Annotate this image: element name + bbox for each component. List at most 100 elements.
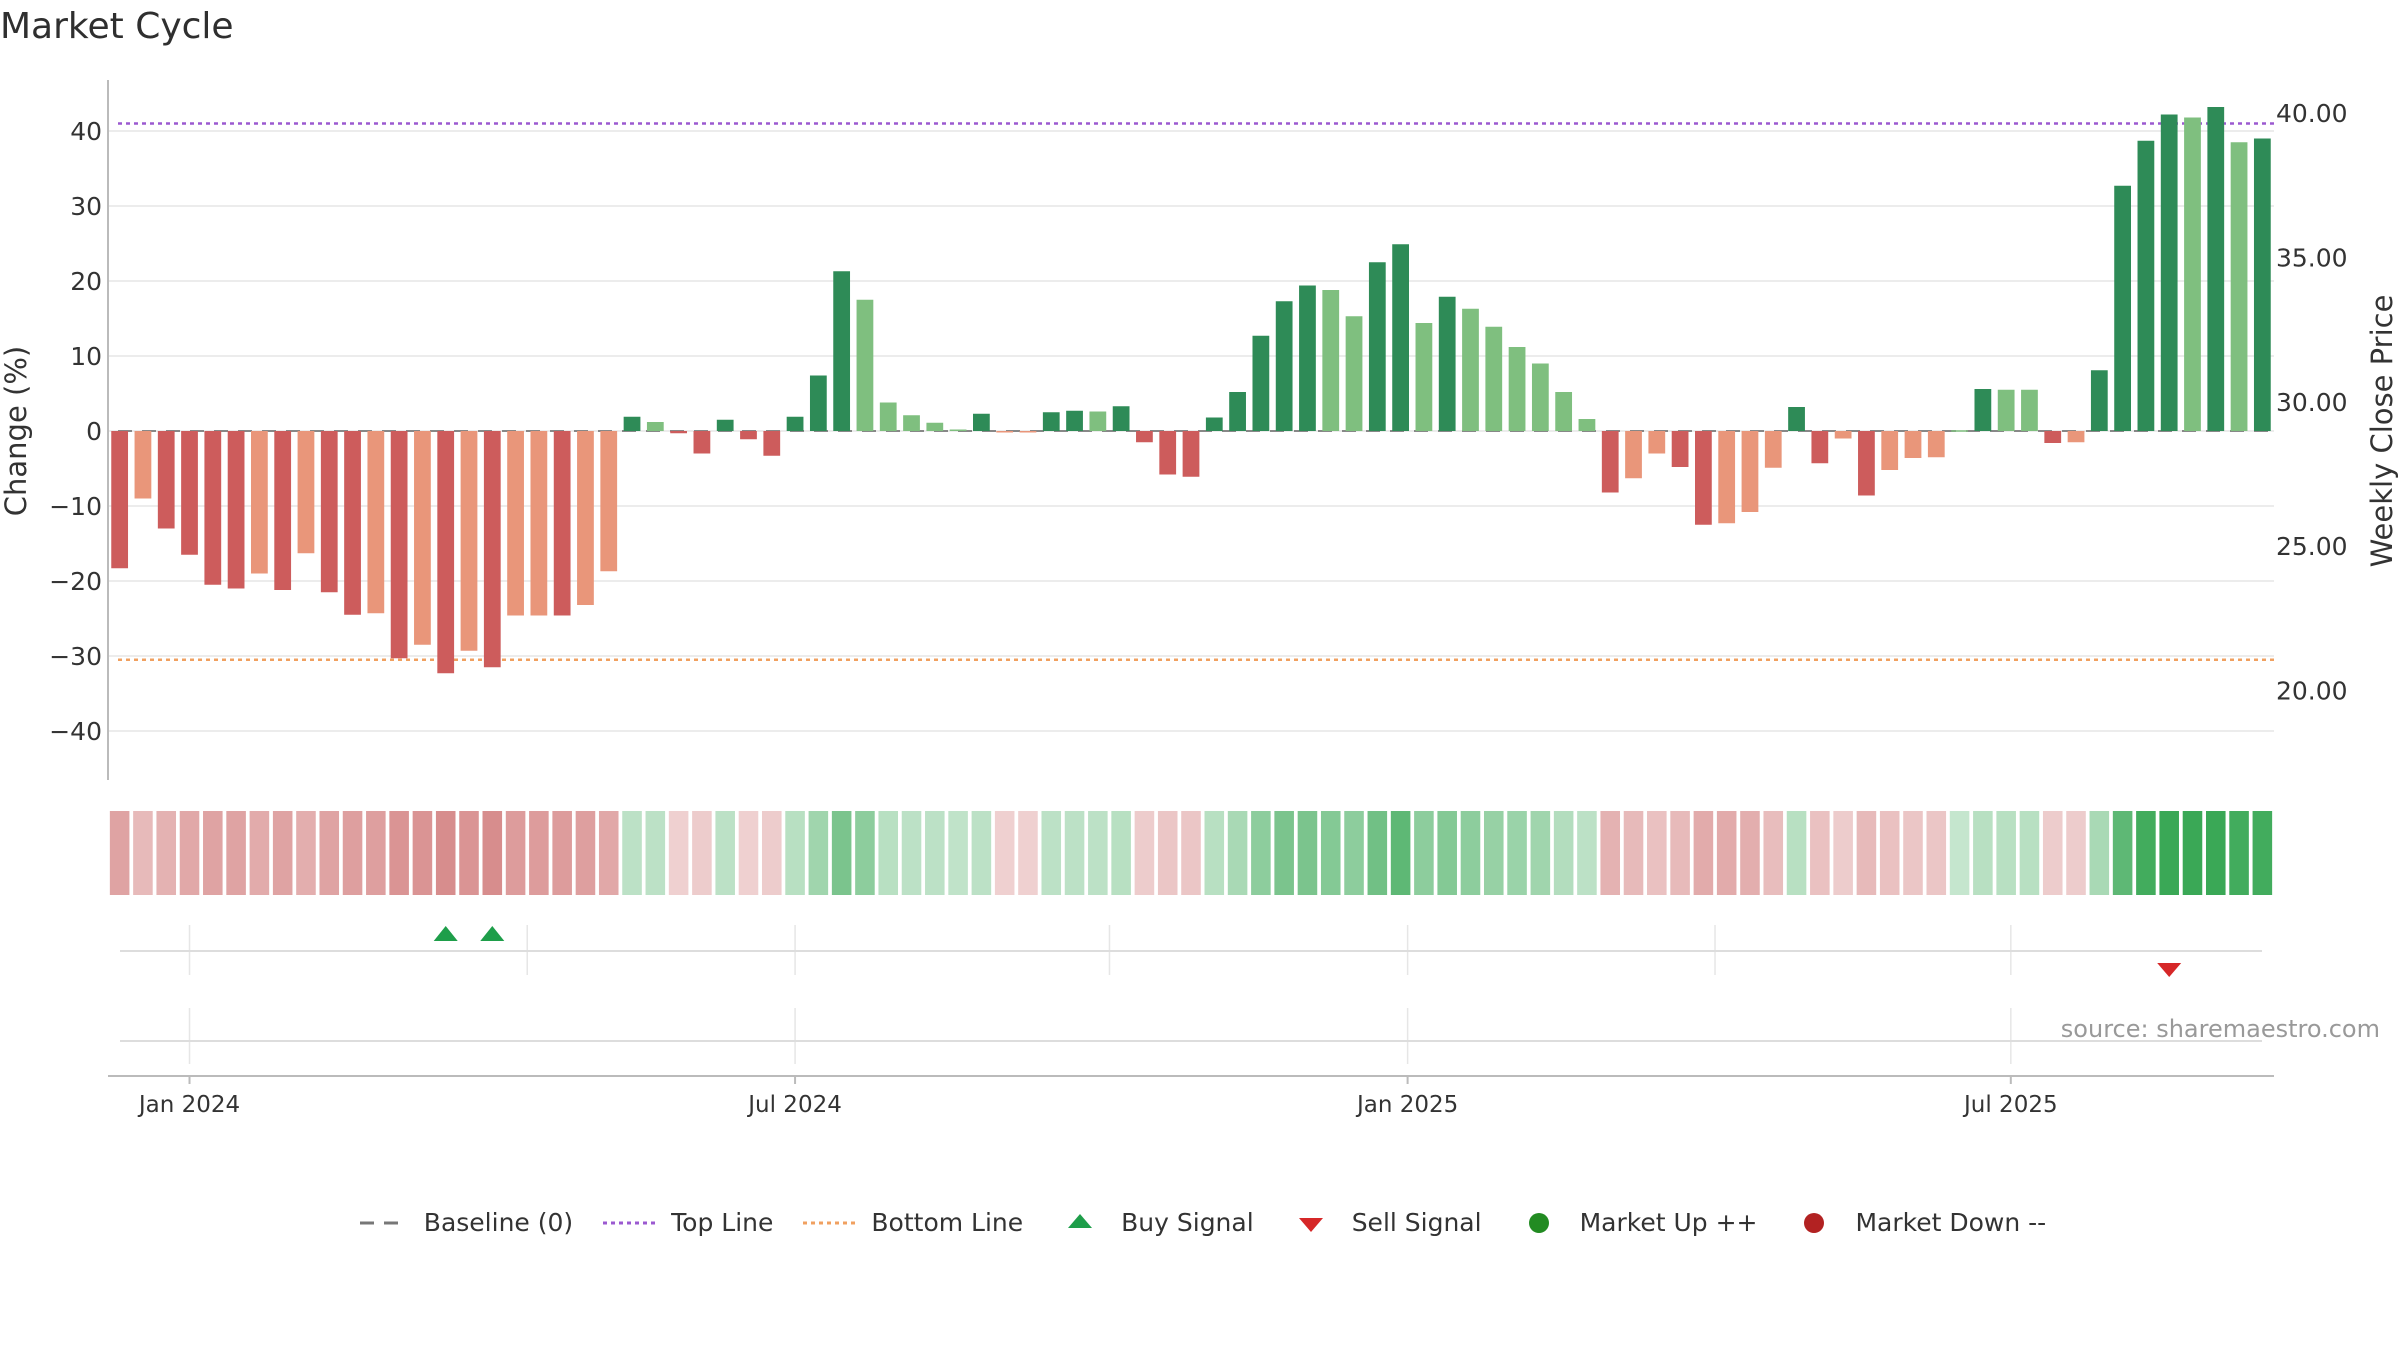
- heat-cell: [2066, 811, 2086, 895]
- heat-cell: [1740, 811, 1760, 895]
- heat-cell: [1833, 811, 1853, 895]
- bar: [1322, 290, 1340, 431]
- bar: [1974, 389, 1992, 431]
- heat-cell: [1926, 811, 1947, 895]
- bars: [111, 107, 2271, 674]
- legend-market-down: Market Down --: [1785, 1208, 2046, 1237]
- x-tick-label: Jan 2025: [1355, 1092, 1458, 1118]
- heat-cell: [1670, 811, 1690, 895]
- heat-cell: [1297, 811, 1318, 895]
- heat-cell: [1507, 811, 1527, 895]
- bar: [763, 431, 781, 456]
- bar: [833, 271, 851, 431]
- heat-cell: [1996, 811, 2016, 895]
- bar: [2160, 114, 2178, 431]
- heat-cell: [645, 811, 666, 895]
- bar: [553, 431, 571, 616]
- bar: [274, 431, 292, 590]
- heat-cell: [552, 811, 572, 895]
- heat-cell: [272, 811, 293, 895]
- heat-cell: [901, 811, 922, 895]
- bar: [1252, 335, 1270, 431]
- heat-cell: [203, 811, 223, 895]
- heat-cell: [1390, 811, 1411, 895]
- bar: [1997, 389, 2015, 431]
- bar: [460, 431, 478, 651]
- heat-cell: [505, 811, 526, 895]
- bar: [297, 431, 315, 554]
- bar: [600, 431, 618, 572]
- bar: [483, 431, 501, 668]
- bar: [530, 431, 548, 616]
- bar: [1555, 392, 1573, 431]
- heat-cell: [1600, 811, 1621, 895]
- y-axis-label: Change (%): [0, 346, 33, 516]
- bar: [2207, 107, 2225, 431]
- heat-cell: [1204, 811, 1225, 895]
- top-line-icon: [603, 1221, 658, 1224]
- heat-cell: [1786, 811, 1807, 895]
- heat-cell: [2112, 811, 2133, 895]
- heat-cell: [133, 811, 153, 895]
- bar: [670, 431, 687, 434]
- heat-cell: [1460, 811, 1481, 895]
- heat-cell: [1227, 811, 1248, 895]
- bar: [1205, 417, 1223, 431]
- legend-market-up-label: Market Up ++: [1579, 1208, 1758, 1237]
- heat-cell: [342, 811, 363, 895]
- legend-top-line: Top Line: [601, 1208, 773, 1237]
- heat-cell: [2229, 811, 2249, 895]
- bar: [716, 419, 734, 431]
- heat-cell: [529, 811, 549, 895]
- bar: [157, 431, 175, 529]
- legend-market-up: Market Up ++: [1510, 1208, 1758, 1237]
- heat-cell: [435, 811, 456, 895]
- x-tick-label: Jan 2024: [137, 1092, 240, 1118]
- heat-cell: [389, 811, 409, 895]
- heat-cell: [692, 811, 712, 895]
- bar: [1648, 431, 1666, 454]
- bar: [134, 431, 152, 499]
- heat-cell: [412, 811, 433, 895]
- bar: [949, 429, 967, 431]
- heat-cell: [2136, 811, 2156, 895]
- legend-sell-label: Sell Signal: [1351, 1208, 1482, 1237]
- legend-bottom-line: Bottom Line: [801, 1208, 1023, 1237]
- bar: [1951, 430, 1968, 432]
- bar: [1531, 363, 1549, 431]
- legend-market-down-label: Market Down --: [1855, 1208, 2047, 1237]
- bar: [2137, 140, 2155, 431]
- heat-cell: [1251, 811, 1271, 895]
- y2-tick-label: 20.00: [2276, 677, 2348, 706]
- legend-top-line-label: Top Line: [671, 1208, 774, 1237]
- bar: [1764, 431, 1782, 468]
- buy-signal-marker: [433, 926, 458, 941]
- bottom-line-icon: [803, 1221, 858, 1224]
- bar: [437, 431, 455, 674]
- bar: [1368, 262, 1386, 431]
- signal-panel: [120, 925, 2262, 1064]
- y-tick-label: −40: [49, 717, 102, 746]
- x-axis: Jan 2024 Jul 2024 Jan 2025 Jul 2025: [108, 1075, 2274, 1118]
- bar: [1345, 316, 1363, 431]
- bar: [1601, 431, 1619, 493]
- bar: [623, 416, 641, 431]
- y-tick-label: −30: [49, 642, 102, 671]
- bar: [786, 416, 804, 431]
- bar: [2021, 389, 2038, 431]
- y2-tick-label: 35.00: [2276, 244, 2348, 273]
- heat-cell: [1810, 811, 1830, 895]
- legend-baseline-label: Baseline (0): [423, 1208, 574, 1237]
- heat-cell: [925, 811, 945, 895]
- heat-cell: [366, 811, 386, 895]
- market-up-dot-icon: [1528, 1212, 1549, 1233]
- heat-cell: [1344, 811, 1364, 895]
- source-label: source: sharemaestro.com: [2060, 1015, 2380, 1043]
- bar: [926, 422, 944, 431]
- heat-cell: [1367, 811, 1388, 895]
- bar: [2184, 117, 2201, 431]
- heat-cell: [1553, 811, 1574, 895]
- bar: [1462, 308, 1479, 431]
- bar: [1159, 431, 1177, 475]
